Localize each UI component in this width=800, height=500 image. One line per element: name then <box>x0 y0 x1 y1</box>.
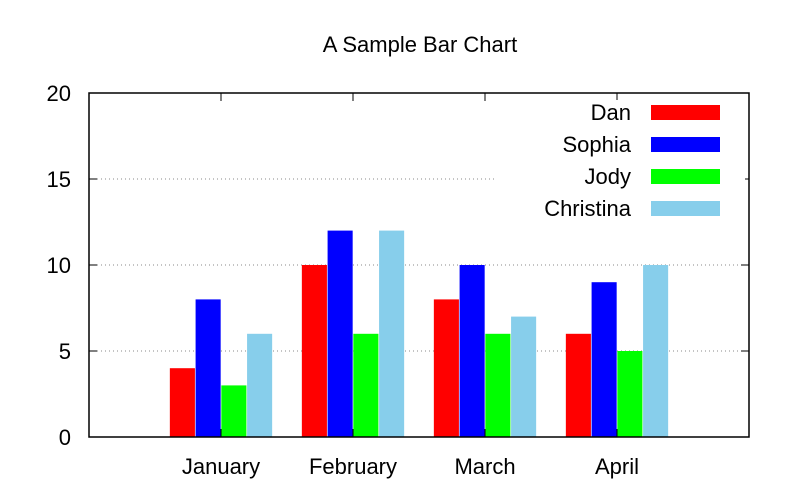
y-tick-labels: 0 5 10 15 20 <box>47 81 71 450</box>
bar-christina-february <box>379 230 405 437</box>
y-tick-label: 15 <box>47 167 71 192</box>
y-tick-label: 10 <box>47 253 71 278</box>
legend: Dan Sophia Jody Christina <box>495 100 745 221</box>
bar-christina-january <box>247 333 273 437</box>
bar-jody-february <box>353 333 379 437</box>
x-tick-labels: January February March April <box>182 454 639 479</box>
legend-label: Dan <box>591 100 631 125</box>
chart-title: A Sample Bar Chart <box>323 32 517 57</box>
legend-label: Sophia <box>562 132 631 157</box>
bar-dan-march <box>433 299 459 437</box>
bar-sophia-march <box>459 265 485 437</box>
bar-dan-february <box>301 265 327 437</box>
y-tick-label: 5 <box>59 339 71 364</box>
legend-swatch <box>651 201 720 216</box>
x-tick-label: January <box>182 454 260 479</box>
bar-sophia-april <box>591 282 617 437</box>
x-tick-label: March <box>454 454 515 479</box>
x-tick-label: February <box>309 454 397 479</box>
legend-label: Christina <box>544 196 632 221</box>
x-tick-label: April <box>595 454 639 479</box>
legend-swatch <box>651 137 720 152</box>
bar-dan-january <box>169 368 195 437</box>
plot-border <box>88 92 750 438</box>
bar-jody-january <box>221 385 247 437</box>
y-tick-label: 0 <box>59 425 71 450</box>
bar-jody-april <box>617 351 643 437</box>
bar-christina-march <box>511 316 537 437</box>
bar-christina-april <box>643 265 669 437</box>
legend-label: Jody <box>585 164 631 189</box>
bars <box>169 230 669 437</box>
bar-sophia-february <box>327 230 353 437</box>
bar-dan-april <box>565 333 591 437</box>
bar-jody-march <box>485 333 511 437</box>
bar-sophia-january <box>195 299 221 437</box>
y-tick-label: 20 <box>47 81 71 106</box>
legend-swatch <box>651 169 720 184</box>
legend-swatch <box>651 105 720 120</box>
